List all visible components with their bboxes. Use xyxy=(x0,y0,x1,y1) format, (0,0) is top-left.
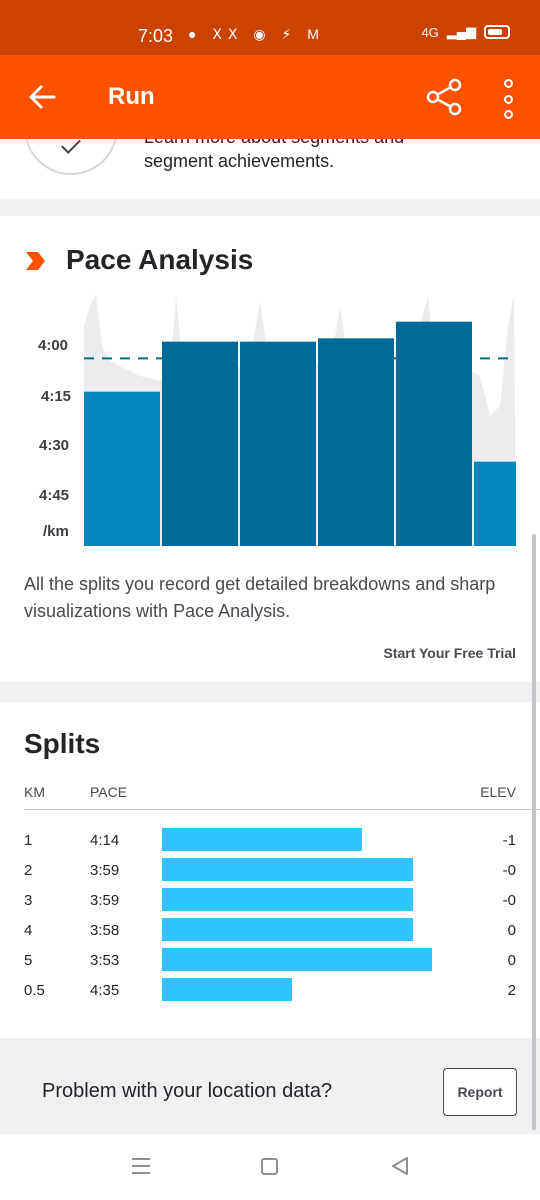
split-elev: -0 xyxy=(502,862,516,879)
arrow-left-icon xyxy=(29,85,56,109)
pace-bar-0.5 xyxy=(474,461,516,546)
split-row: 5 3:53 0 xyxy=(0,946,540,976)
split-km: 1 xyxy=(24,832,33,849)
split-km: 5 xyxy=(24,952,33,969)
pace-analysis-title: Pace Analysis xyxy=(66,244,254,275)
split-row: 4 3:58 0 xyxy=(0,916,540,946)
status-time: 7:03 xyxy=(138,26,174,46)
pace-analysis-description: All the splits you record get detailed b… xyxy=(24,574,496,621)
y-tick-label: 4:45 xyxy=(39,487,70,504)
more-dot-icon xyxy=(503,110,513,119)
y-tick-label: 4:15 xyxy=(41,388,72,405)
split-row: 1 4:14 -1 xyxy=(0,826,540,856)
notification-icons: ● ⅩⅩ ◉ ⚡ M xyxy=(188,26,325,42)
pace-chart: 4:00 4:15 4:30 4:45 /km xyxy=(0,286,540,548)
more-dot-icon xyxy=(503,79,513,88)
pace-bar-1 xyxy=(84,391,160,546)
split-km: 0.5 xyxy=(24,982,45,999)
pace-bar-3 xyxy=(240,341,316,546)
split-pace-bar xyxy=(162,978,292,1001)
header-divider xyxy=(24,809,540,810)
split-pace-bar xyxy=(162,828,362,851)
battery-icon xyxy=(484,25,510,39)
pace-chart-svg xyxy=(84,294,516,546)
split-pace: 3:59 xyxy=(90,892,120,909)
split-pace: 4:14 xyxy=(90,832,120,849)
split-km: 2 xyxy=(24,862,33,879)
y-tick-label: 4:00 xyxy=(38,337,69,354)
page-title: Run xyxy=(108,83,155,110)
pace-bar-4 xyxy=(318,338,394,546)
pace-bar-5 xyxy=(396,321,472,546)
scrollbar[interactable] xyxy=(532,534,536,1130)
split-row: 3 3:59 -0 xyxy=(0,886,540,916)
more-button[interactable] xyxy=(496,79,520,119)
split-pace-bar xyxy=(162,918,413,941)
y-unit-label: /km xyxy=(43,523,69,540)
segment-text-cut: Learn more about segments and xyxy=(144,139,404,148)
segments-card[interactable]: Learn more about segments and segment ac… xyxy=(0,139,540,199)
pace-column-header: PACE xyxy=(90,784,128,800)
back-button[interactable] xyxy=(24,79,60,115)
split-elev: 0 xyxy=(507,952,516,969)
split-pace-bar xyxy=(162,858,413,881)
share-button[interactable] xyxy=(424,77,464,117)
pace-analysis-card: Pace Analysis 4:00 4:15 4:30 4:45 /km Al… xyxy=(0,216,540,682)
split-elev: 2 xyxy=(507,982,516,999)
elev-column-header: ELEV xyxy=(480,784,516,800)
split-pace: 3:53 xyxy=(90,952,120,969)
split-row: 2 3:59 -0 xyxy=(0,856,540,886)
split-km: 4 xyxy=(24,922,33,939)
location-problem-text: Problem with your location data? xyxy=(42,1080,333,1102)
splits-title: Splits xyxy=(24,728,101,759)
report-button[interactable]: Report xyxy=(443,1068,517,1116)
back-triangle-icon[interactable] xyxy=(390,1156,410,1176)
split-elev: -0 xyxy=(502,892,516,909)
split-elev: -1 xyxy=(502,832,516,849)
pace-bar-2 xyxy=(162,341,238,546)
split-pace: 3:58 xyxy=(90,922,120,939)
signal-icon: ▂▄▆ xyxy=(446,24,476,39)
split-pace-bar xyxy=(162,948,432,971)
km-column-header: KM xyxy=(24,784,45,800)
split-pace: 4:35 xyxy=(90,982,120,999)
status-bar: 7:03 ● ⅩⅩ ◉ ⚡ M 4G ▂▄▆ xyxy=(0,0,540,55)
more-dot-icon xyxy=(503,94,513,104)
system-indicators: 4G ▂▄▆ xyxy=(421,24,510,40)
recent-apps-icon[interactable] xyxy=(132,1158,150,1174)
y-tick-label: 4:30 xyxy=(39,437,70,454)
start-free-trial-link[interactable]: Start Your Free Trial xyxy=(383,645,516,661)
home-icon[interactable] xyxy=(261,1158,278,1175)
location-problem-section: Problem with your location data? Report xyxy=(0,1038,540,1134)
split-km: 3 xyxy=(24,892,33,909)
share-icon xyxy=(426,78,462,116)
split-pace-bar xyxy=(162,888,413,911)
network-label: 4G xyxy=(421,24,439,40)
segment-text: segment achievements. xyxy=(144,151,335,171)
split-elev: 0 xyxy=(507,922,516,939)
app-bar: Run xyxy=(0,55,540,139)
splits-card: Splits KM PACE ELEV 1 4:14 -1 2 3:59 -0 3 3:59 -… xyxy=(0,702,540,1038)
split-row: 0.5 4:35 2 xyxy=(0,976,540,1006)
chevron-right-icon xyxy=(26,252,45,270)
system-nav-bar xyxy=(0,1134,540,1200)
split-pace: 3:59 xyxy=(90,862,120,879)
